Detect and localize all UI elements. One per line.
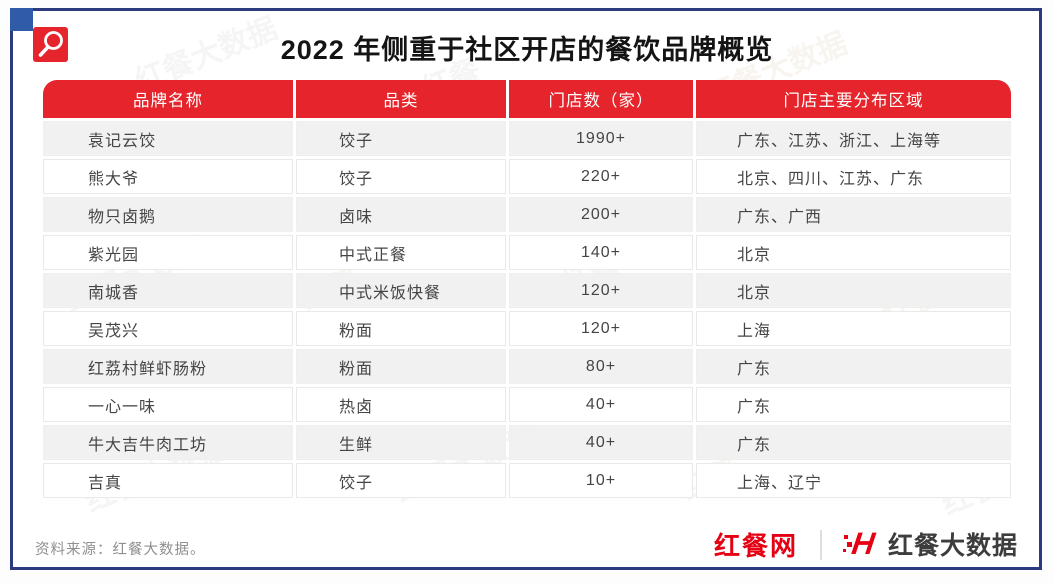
region-cell: 广东、广西 <box>696 197 1011 232</box>
table-row: 物只卤鹅 卤味 200+ 广东、广西 <box>43 197 1011 232</box>
brand-cell: 袁记云饺 <box>43 121 293 156</box>
count-cell: 10+ <box>509 463 693 498</box>
region-cell: 北京 <box>696 235 1011 270</box>
category-cell: 生鲜 <box>296 425 506 460</box>
count-cell: 1990+ <box>509 121 693 156</box>
category-cell: 中式正餐 <box>296 235 506 270</box>
source-note: 资料来源：红餐大数据。 <box>35 542 206 558</box>
brand-cell: 熊大爷 <box>43 159 293 194</box>
region-cell: 广东 <box>696 425 1011 460</box>
corner-accent-square <box>10 8 33 31</box>
page-title: 2022 年侧重于社区开店的餐饮品牌概览 <box>280 35 774 65</box>
column-header-region: 门店主要分布区域 <box>696 80 1011 118</box>
hongcan-bigdata-logo: 红餐大数据 <box>887 532 1018 560</box>
table-row: 红荔村鲜虾肠粉 粉面 80+ 广东 <box>43 349 1011 384</box>
brand-cell: 紫光园 <box>43 235 293 270</box>
region-cell: 广东、江苏、浙江、上海等 <box>696 121 1011 156</box>
category-cell: 粉面 <box>296 311 506 346</box>
count-cell: 140+ <box>509 235 693 270</box>
column-header-count: 门店数（家） <box>509 80 693 118</box>
table-row: 紫光园 中式正餐 140+ 北京 <box>43 235 1011 270</box>
brand-cell: 牛大吉牛肉工坊 <box>43 425 293 460</box>
column-header-brand: 品牌名称 <box>43 80 293 118</box>
category-cell: 卤味 <box>296 197 506 232</box>
brand-cell: 物只卤鹅 <box>43 197 293 232</box>
count-cell: 120+ <box>509 311 693 346</box>
category-cell: 中式米饭快餐 <box>296 273 506 308</box>
table-row: 一心一味 热卤 40+ 广东 <box>43 387 1011 422</box>
brand-cell: 吉真 <box>43 463 293 498</box>
column-header-category: 品类 <box>296 80 506 118</box>
count-cell: 120+ <box>509 273 693 308</box>
region-cell: 北京 <box>696 273 1011 308</box>
table-row: 吉真 饺子 10+ 上海、辽宁 <box>43 463 1011 498</box>
brand-table: 品牌名称 品类 门店数（家） 门店主要分布区域 袁记云饺 饺子 1990+ 广东… <box>40 77 1014 501</box>
count-cell: 80+ <box>509 349 693 384</box>
table-row: 南城香 中式米饭快餐 120+ 北京 <box>43 273 1011 308</box>
brand-cell: 红荔村鲜虾肠粉 <box>43 349 293 384</box>
category-cell: 粉面 <box>296 349 506 384</box>
region-cell: 广东 <box>696 387 1011 422</box>
logo-divider: ｜ <box>807 528 834 563</box>
category-cell: 饺子 <box>296 121 506 156</box>
table-header-row: 品牌名称 品类 门店数（家） 门店主要分布区域 <box>43 80 1011 118</box>
footer-logos: 红餐网 ｜ H 红餐大数据 <box>714 524 1018 564</box>
category-cell: 热卤 <box>296 387 506 422</box>
hongcanwang-logo: 红餐网 <box>713 530 798 561</box>
region-cell: 广东 <box>696 349 1011 384</box>
region-cell: 北京、四川、江苏、广东 <box>696 159 1011 194</box>
count-cell: 40+ <box>509 425 693 460</box>
region-cell: 上海、辽宁 <box>696 463 1011 498</box>
table-row: 牛大吉牛肉工坊 生鲜 40+ 广东 <box>43 425 1011 460</box>
table-row: 熊大爷 饺子 220+ 北京、四川、江苏、广东 <box>43 159 1011 194</box>
region-cell: 上海 <box>696 311 1011 346</box>
brand-cell: 一心一味 <box>43 387 293 422</box>
brand-cell: 南城香 <box>43 273 293 308</box>
hongcan-h-logo-icon: H <box>842 526 878 561</box>
count-cell: 40+ <box>509 387 693 422</box>
category-cell: 饺子 <box>296 159 506 194</box>
count-cell: 200+ <box>509 197 693 232</box>
count-cell: 220+ <box>509 159 693 194</box>
category-cell: 饺子 <box>296 463 506 498</box>
table-row: 袁记云饺 饺子 1990+ 广东、江苏、浙江、上海等 <box>43 121 1011 156</box>
table-row: 吴茂兴 粉面 120+ 上海 <box>43 311 1011 346</box>
brand-cell: 吴茂兴 <box>43 311 293 346</box>
magnifier-icon <box>33 27 68 62</box>
